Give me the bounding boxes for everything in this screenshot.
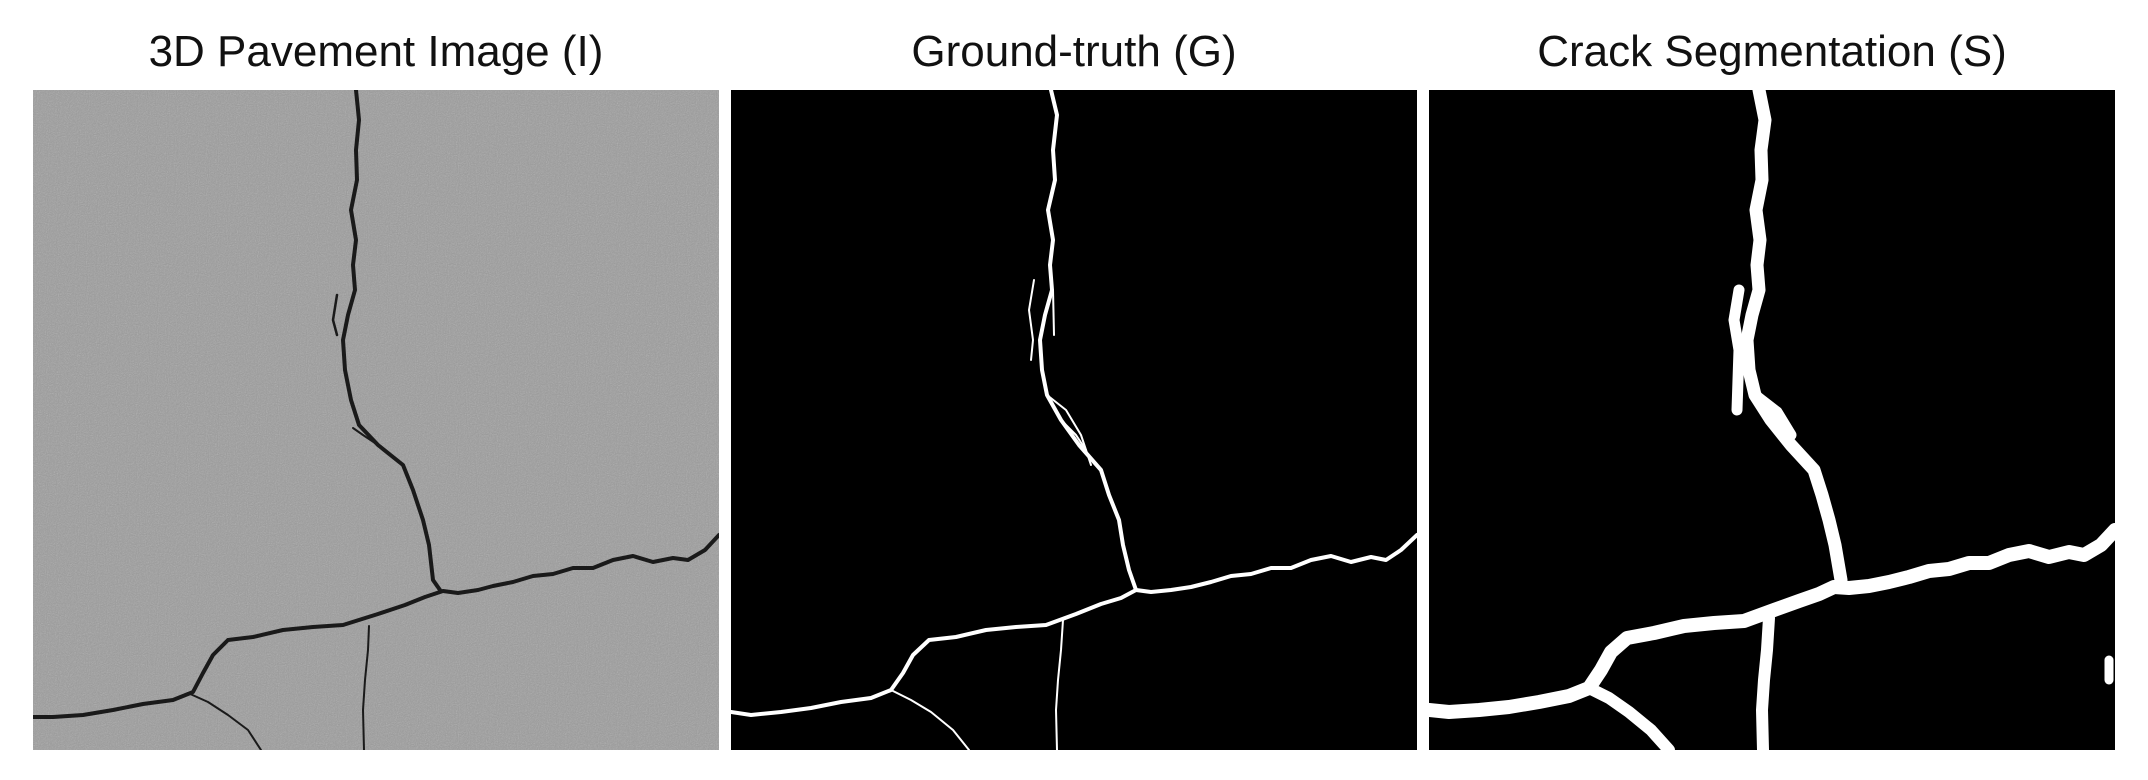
crack-branch-center [1756, 612, 1775, 750]
crack-branch-lower [187, 692, 262, 750]
crack-branch-lower [1583, 682, 1675, 750]
mask-background [731, 90, 1417, 750]
crack-main-horizontal [1429, 523, 2115, 719]
ground-truth-mask [731, 90, 1417, 750]
crack-branch-upper [1728, 284, 1745, 416]
panel-ground-truth: Ground-truth (G) [731, 0, 1417, 780]
crack-segmentation-mask [1429, 90, 2115, 750]
panel-title: 3D Pavement Image (I) [148, 27, 604, 76]
crack-main-horizontal [731, 533, 1417, 717]
pavement-image [33, 90, 719, 750]
crack-branch-mid-left [1060, 419, 1087, 451]
crack-branch-mid [1749, 389, 1797, 441]
panel-title: Ground-truth (G) [911, 27, 1237, 76]
crack-branch-center [1055, 619, 1064, 750]
crack-branch-upper [331, 293, 339, 337]
panel-title: Crack Segmentation (S) [1537, 27, 2007, 76]
crack-main-vertical [341, 90, 442, 592]
panel-crack-segmentation: Crack Segmentation (S) [1429, 0, 2115, 780]
panel-pavement-image: 3D Pavement Image (I) [33, 0, 719, 780]
crack-branch-lower [890, 689, 970, 750]
crack-main-vertical [1038, 90, 1138, 592]
crack-branch-mid [352, 427, 379, 446]
pavement-surface [33, 90, 719, 750]
crack-branch-center [362, 625, 370, 750]
crack-main-vertical [1740, 90, 1848, 587]
crack-branch-upper-right [1052, 289, 1055, 336]
crack-main-horizontal [33, 533, 719, 719]
crack-branch-upper [1028, 279, 1035, 361]
